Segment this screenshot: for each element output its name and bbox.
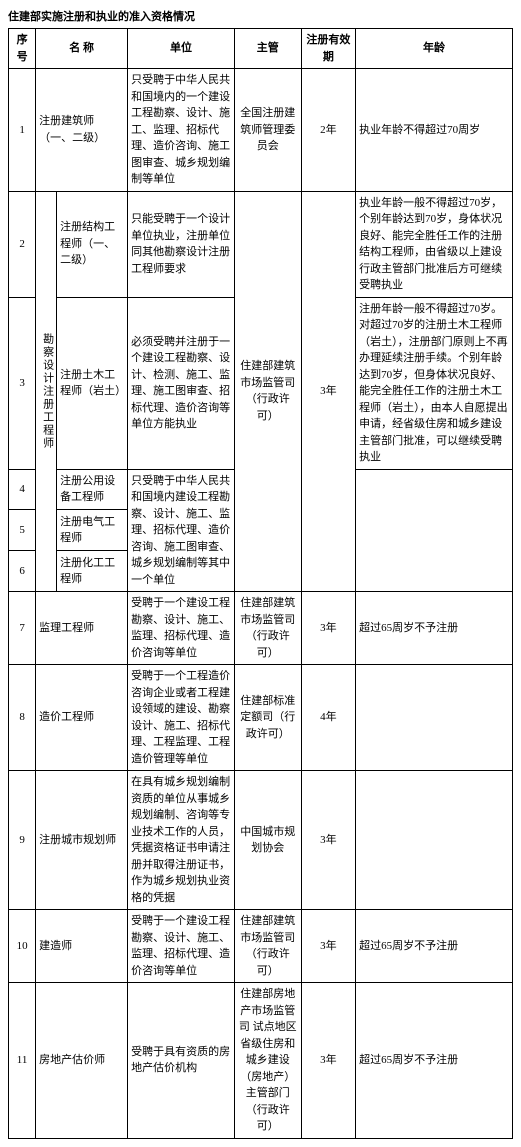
cell-name: 监理工程师 <box>36 592 128 665</box>
cell-auth: 全国注册建筑师管理委员会 <box>234 69 301 192</box>
cell-unit: 只受聘于中华人民共和国境内建设工程勘察、设计、施工、监理、招标代理、造价咨询、施… <box>128 469 235 592</box>
qualification-table: 序号 名 称 单位 主管 注册有效期 年龄 1 注册建筑师（一、二级） 只受聘于… <box>8 28 513 1139</box>
cell-name: 注册公用设备工程师 <box>57 469 128 510</box>
cell-age: 超过65周岁不予注册 <box>356 983 513 1139</box>
cell-no: 5 <box>9 510 36 551</box>
cell-period: 4年 <box>301 665 355 771</box>
cell-unit: 受聘于具有资质的房地产估价机构 <box>128 983 235 1139</box>
table-row: 2 勘察设计注册工程师 注册结构工程师（一、二级） 只能受聘于一个设计单位执业，… <box>9 191 513 297</box>
cell-period: 3年 <box>301 910 355 983</box>
cell-name: 建造师 <box>36 910 128 983</box>
cell-name: 注册建筑师（一、二级） <box>36 69 128 192</box>
cell-unit: 受聘于一个工程造价咨询企业或者工程建设领域的建设、勘察设计、施工、招标代理、工程… <box>128 665 235 771</box>
cell-no: 3 <box>9 297 36 469</box>
col-name: 名 称 <box>36 29 128 69</box>
table-row: 1 注册建筑师（一、二级） 只受聘于中华人民共和国境内的一个建设工程勘察、设计、… <box>9 69 513 192</box>
cell-no: 2 <box>9 191 36 297</box>
table-row: 10 建造师 受聘于一个建设工程勘察、设计、施工、监理、招标代理、造价咨询等单位… <box>9 910 513 983</box>
cell-age: 执业年龄一般不得超过70岁，个别年龄达到70岁，身体状况良好、能完全胜任工作的注… <box>356 191 513 297</box>
col-auth: 主管 <box>234 29 301 69</box>
cell-age: 超过65周岁不予注册 <box>356 592 513 665</box>
cell-no: 10 <box>9 910 36 983</box>
table-row: 8 造价工程师 受聘于一个工程造价咨询企业或者工程建设领域的建设、勘察设计、施工… <box>9 665 513 771</box>
cell-age <box>356 771 513 910</box>
cell-name: 房地产估价师 <box>36 983 128 1139</box>
cell-auth: 住建部建筑市场监管司（行政许可） <box>234 191 301 592</box>
cell-name: 注册结构工程师（一、二级） <box>57 191 128 297</box>
cell-age: 超过65周岁不予注册 <box>356 910 513 983</box>
col-period: 注册有效期 <box>301 29 355 69</box>
cell-name: 注册土木工程师（岩土） <box>57 297 128 469</box>
cell-auth: 住建部建筑市场监管司（行政许可） <box>234 910 301 983</box>
cell-no: 1 <box>9 69 36 192</box>
cell-no: 4 <box>9 469 36 510</box>
cell-age: 执业年龄不得超过70周岁 <box>356 69 513 192</box>
cell-unit: 只能受聘于一个设计单位执业，注册单位同其他勘察设计注册工程师要求 <box>128 191 235 297</box>
cell-age <box>356 469 513 592</box>
cell-name: 注册电气工程师 <box>57 510 128 551</box>
cell-auth: 住建部标准定额司（行政许可） <box>234 665 301 771</box>
group-label: 勘察设计注册工程师 <box>36 191 57 592</box>
table-row: 7 监理工程师 受聘于一个建设工程勘察、设计、施工、监理、招标代理、造价咨询等单… <box>9 592 513 665</box>
cell-no: 11 <box>9 983 36 1139</box>
cell-unit: 在具有城乡规划编制资质的单位从事城乡规划编制、咨询等专业技术工作的人员，凭据资格… <box>128 771 235 910</box>
cell-auth: 住建部建筑市场监管司（行政许可） <box>234 592 301 665</box>
cell-auth: 住建部房地产市场监管司 试点地区省级住房和城乡建设（房地产）主管部门（行政许可） <box>234 983 301 1139</box>
col-age: 年龄 <box>356 29 513 69</box>
cell-auth: 中国城市规划协会 <box>234 771 301 910</box>
cell-period: 3年 <box>301 983 355 1139</box>
cell-name: 注册化工工程师 <box>57 551 128 592</box>
cell-unit: 受聘于一个建设工程勘察、设计、施工、监理、招标代理、造价咨询等单位 <box>128 910 235 983</box>
cell-unit: 受聘于一个建设工程勘察、设计、施工、监理、招标代理、造价咨询等单位 <box>128 592 235 665</box>
col-unit: 单位 <box>128 29 235 69</box>
cell-age <box>356 665 513 771</box>
col-no: 序号 <box>9 29 36 69</box>
cell-name: 造价工程师 <box>36 665 128 771</box>
header-row: 序号 名 称 单位 主管 注册有效期 年龄 <box>9 29 513 69</box>
cell-no: 8 <box>9 665 36 771</box>
cell-period: 3年 <box>301 592 355 665</box>
cell-period: 2年 <box>301 69 355 192</box>
cell-name: 注册城市规划师 <box>36 771 128 910</box>
table-row: 11 房地产估价师 受聘于具有资质的房地产估价机构 住建部房地产市场监管司 试点… <box>9 983 513 1139</box>
table-row: 9 注册城市规划师 在具有城乡规划编制资质的单位从事城乡规划编制、咨询等专业技术… <box>9 771 513 910</box>
page-title: 住建部实施注册和执业的准入资格情况 <box>8 8 513 24</box>
cell-no: 7 <box>9 592 36 665</box>
cell-period: 3年 <box>301 771 355 910</box>
cell-period: 3年 <box>301 191 355 592</box>
cell-no: 6 <box>9 551 36 592</box>
cell-age: 注册年龄一般不得超过70岁。对超过70岁的注册土木工程师（岩土），注册部门原则上… <box>356 297 513 469</box>
cell-unit: 必须受聘并注册于一个建设工程勘察、设计、检测、施工、监理、施工图审查、招标代理、… <box>128 297 235 469</box>
cell-no: 9 <box>9 771 36 910</box>
cell-unit: 只受聘于中华人民共和国境内的一个建设工程勘察、设计、施工、监理、招标代理、造价咨… <box>128 69 235 192</box>
